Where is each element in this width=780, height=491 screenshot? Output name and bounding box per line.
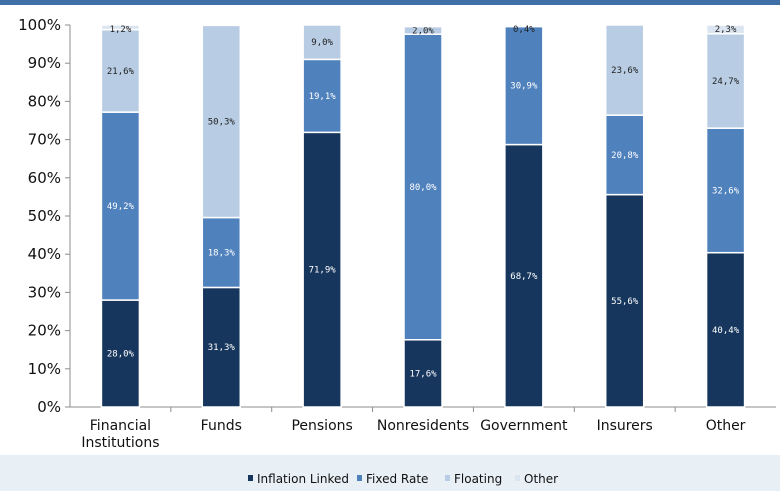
data-label: 2,0% <box>412 27 434 37</box>
bar-segment-other <box>705 24 746 35</box>
y-tick-label: 40% <box>28 245 61 263</box>
x-category-label: Government <box>480 418 568 434</box>
y-tick-label: 100% <box>18 16 61 34</box>
legend-label: Floating <box>454 472 502 486</box>
data-label: 28,0% <box>107 350 135 360</box>
bar-segment-floating <box>201 24 242 219</box>
data-label: 68,7% <box>510 272 538 282</box>
data-label: 17,6% <box>409 369 437 379</box>
top-rule <box>0 0 780 5</box>
y-tick-label: 50% <box>28 207 61 225</box>
data-label: 31,3% <box>208 343 236 353</box>
data-label: 50,3% <box>208 117 236 127</box>
data-label: 19,1% <box>309 92 337 102</box>
y-tick-label: 70% <box>28 131 61 149</box>
legend-swatch-other <box>515 475 520 481</box>
bar-segment-floating <box>302 24 342 61</box>
legend-label: Fixed Rate <box>366 472 428 486</box>
bar-segment-other <box>403 24 443 28</box>
data-label: 71,9% <box>309 266 337 276</box>
y-tick-label: 20% <box>28 322 61 340</box>
bar-segment-floating <box>504 24 544 28</box>
data-label: 23,6% <box>611 66 639 76</box>
data-label: 2,3% <box>715 25 737 35</box>
y-tick-label: 30% <box>28 283 61 301</box>
bar-segment-fixed-rate <box>504 25 544 146</box>
legend-label: Other <box>524 472 558 486</box>
x-category-label: Insurers <box>597 418 653 434</box>
legend-swatch-inflation-linked <box>248 475 253 481</box>
data-label: 49,2% <box>107 202 135 212</box>
x-category-label: Other <box>706 418 746 434</box>
bar-segment-fixed-rate <box>302 58 342 134</box>
data-label: 30,9% <box>510 82 538 92</box>
bar-segment-inflation-linked <box>302 131 342 408</box>
y-tick-label: 80% <box>28 92 61 110</box>
bar-segment-fixed-rate <box>705 127 746 254</box>
x-category-label: Institutions <box>81 435 159 451</box>
legend-swatch-floating <box>445 475 450 481</box>
x-category-label: Nonresidents <box>377 418 469 434</box>
data-label: 1,2% <box>110 25 132 35</box>
bar-segment-inflation-linked <box>504 143 544 408</box>
data-label: 24,7% <box>712 77 740 87</box>
y-tick-label: 90% <box>28 54 61 72</box>
data-label: 32,6% <box>712 186 740 196</box>
bar-segment-floating <box>705 33 746 129</box>
data-label: 21,6% <box>107 67 135 77</box>
y-tick-label: 10% <box>28 360 61 378</box>
data-label: 20,8% <box>611 151 639 161</box>
legend-swatch-fixed-rate <box>357 475 362 481</box>
data-label: 40,4% <box>712 326 740 336</box>
data-label: 18,3% <box>208 248 236 258</box>
legend-label: Inflation Linked <box>257 472 349 486</box>
data-label: 80,0% <box>409 183 437 193</box>
data-label: 9,0% <box>311 38 333 48</box>
x-category-label: Funds <box>201 418 242 434</box>
x-category-label: Pensions <box>291 418 352 434</box>
y-tick-label: 60% <box>28 169 61 187</box>
bar-segment-other <box>100 24 141 31</box>
bar-segment-floating <box>604 24 645 116</box>
x-category-label: Financial <box>90 418 151 434</box>
y-tick-label: 0% <box>37 398 61 416</box>
data-label: 0,4% <box>513 25 535 35</box>
data-label: 55,6% <box>611 297 639 307</box>
bar-segment-inflation-linked <box>403 339 443 408</box>
